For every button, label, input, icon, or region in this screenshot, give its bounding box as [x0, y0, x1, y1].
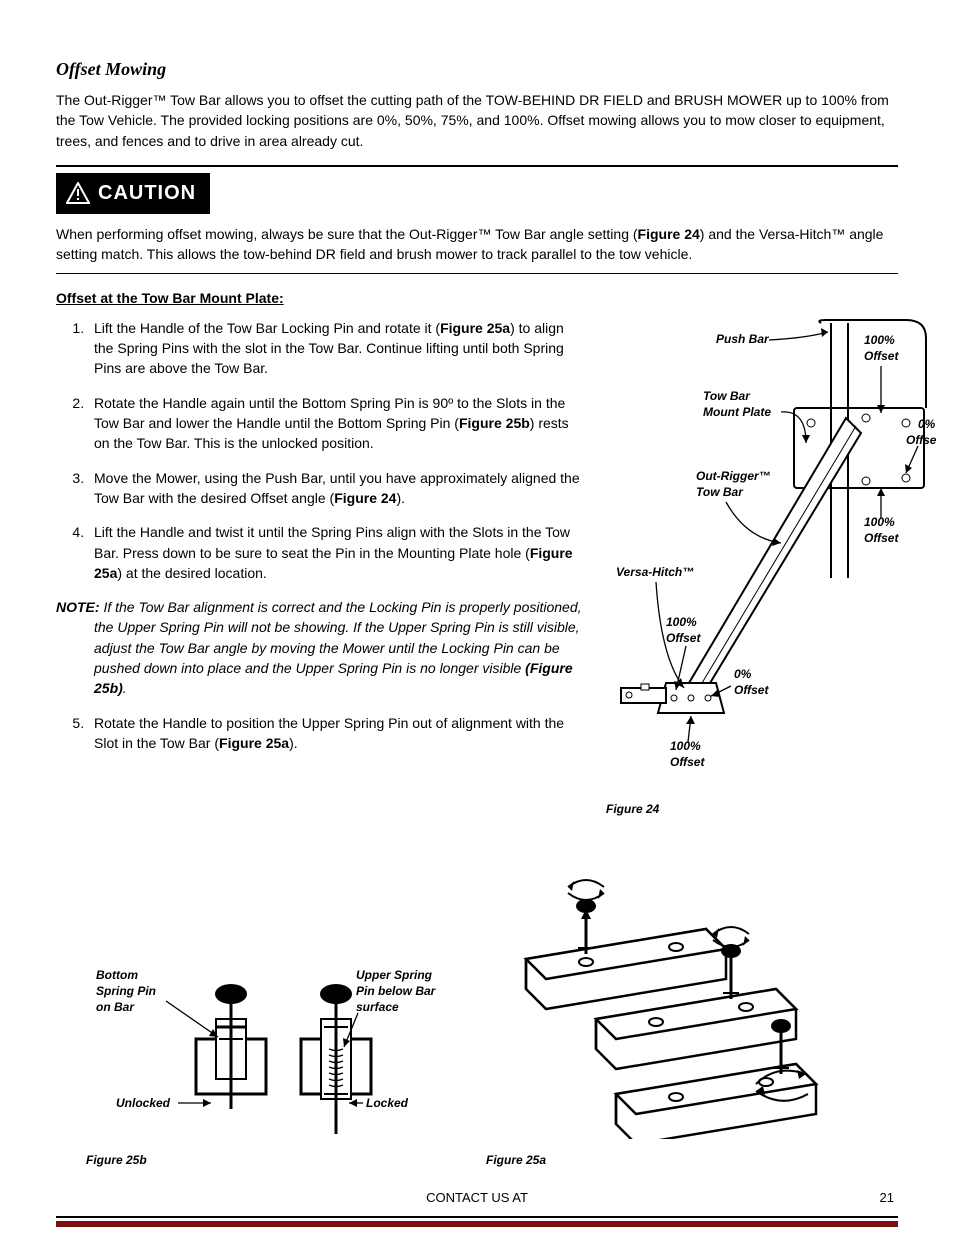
svg-text:surface: surface	[356, 1000, 399, 1014]
svg-text:Out-Rigger™: Out-Rigger™	[696, 469, 771, 483]
svg-text:Spring Pin: Spring Pin	[96, 984, 156, 998]
page-footer: CONTACT US AT 21	[56, 1189, 898, 1214]
caution-body: When performing offset mowing, always be…	[56, 224, 898, 265]
divider-bottom	[56, 273, 898, 274]
step-3: Move the Mower, using the Push Bar, unti…	[88, 468, 586, 509]
divider-top	[56, 165, 898, 167]
svg-text:100%: 100%	[670, 739, 701, 753]
svg-text:Locked: Locked	[366, 1096, 409, 1110]
svg-text:Versa-Hitch™: Versa-Hitch™	[616, 565, 694, 579]
svg-text:100%: 100%	[864, 333, 895, 347]
figure-24-diagram: Push Bar 100% Offset Tow Bar Mount Plate…	[606, 318, 936, 788]
svg-text:Offset: Offset	[864, 531, 899, 545]
step-5: Rotate the Handle to position the Upper …	[88, 713, 586, 754]
steps-list-cont: Rotate the Handle to position the Upper …	[56, 713, 586, 754]
svg-text:Tow Bar: Tow Bar	[696, 485, 744, 499]
svg-text:Upper Spring: Upper Spring	[356, 968, 433, 982]
figure-25a-diagram	[486, 859, 826, 1139]
steps-list: Lift the Handle of the Tow Bar Locking P…	[56, 318, 586, 583]
figure-25b-diagram: Bottom Spring Pin on Bar Upper Spring Pi…	[56, 939, 476, 1139]
step-2: Rotate the Handle again until the Bottom…	[88, 393, 586, 454]
caution-text-pre: When performing offset mowing, always be…	[56, 226, 638, 242]
svg-text:0%: 0%	[918, 417, 936, 431]
note: NOTE: If the Tow Bar alignment is correc…	[56, 597, 586, 698]
warning-icon	[66, 182, 90, 204]
svg-text:Mount Plate: Mount Plate	[703, 405, 771, 419]
svg-text:Offset: Offset	[734, 683, 769, 697]
svg-text:100%: 100%	[864, 515, 895, 529]
section-title: Offset Mowing	[56, 56, 898, 82]
svg-text:Offset: Offset	[666, 631, 701, 645]
step-4: Lift the Handle and twist it until the S…	[88, 522, 586, 583]
svg-text:100%: 100%	[666, 615, 697, 629]
footer-contact: CONTACT US AT	[120, 1189, 834, 1208]
footer-rule-thick	[56, 1221, 898, 1227]
svg-text:Push Bar: Push Bar	[716, 332, 770, 346]
svg-text:Offset: Offset	[864, 349, 899, 363]
svg-text:Tow Bar: Tow Bar	[703, 389, 751, 403]
figure-25a-caption: Figure 25a	[486, 1152, 898, 1169]
svg-text:0%: 0%	[734, 667, 752, 681]
svg-text:Bottom: Bottom	[96, 968, 138, 982]
step-1: Lift the Handle of the Tow Bar Locking P…	[88, 318, 586, 379]
subhead: Offset at the Tow Bar Mount Plate:	[56, 288, 898, 308]
footer-page-number: 21	[834, 1189, 894, 1208]
figure-25b-caption: Figure 25b	[86, 1152, 476, 1169]
svg-text:Unlocked: Unlocked	[116, 1096, 171, 1110]
note-label: NOTE:	[56, 599, 100, 615]
svg-text:on Bar: on Bar	[96, 1000, 135, 1014]
figure-24-caption: Figure 24	[606, 801, 936, 818]
svg-text:Pin below Bar: Pin below Bar	[356, 984, 437, 998]
svg-text:Offset: Offset	[670, 755, 705, 769]
caution-label: CAUTION	[98, 182, 196, 204]
svg-text:Offset: Offset	[906, 433, 936, 447]
caution-figref: Figure 24	[638, 226, 700, 242]
caution-badge: CAUTION	[56, 173, 210, 214]
intro-paragraph: The Out-Rigger™ Tow Bar allows you to of…	[56, 90, 898, 151]
footer-rule-thin	[56, 1216, 898, 1218]
